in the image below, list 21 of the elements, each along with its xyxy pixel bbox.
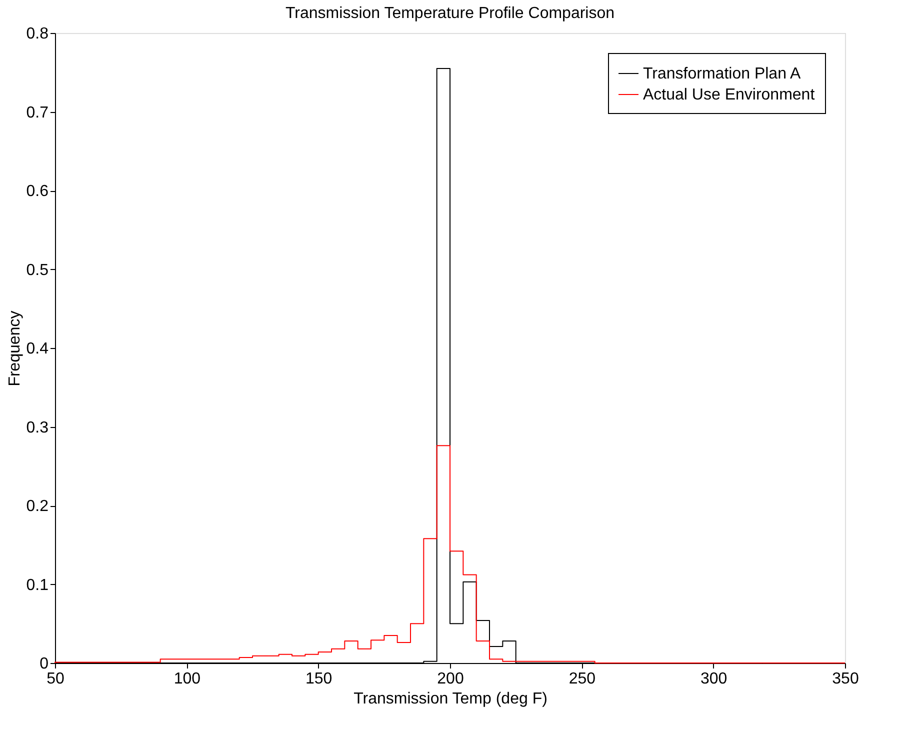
y-tick-label: 0.5 <box>26 262 49 279</box>
x-tick-label: 300 <box>700 670 728 688</box>
x-axis-title: Transmission Temp (deg F) <box>354 690 548 708</box>
y-tick-label: 0.7 <box>26 104 49 122</box>
x-tick-label: 200 <box>437 670 464 688</box>
x-tick-label: 150 <box>305 670 332 688</box>
x-tick-label: 100 <box>174 670 201 688</box>
x-tick-label: 50 <box>46 670 64 688</box>
y-tick-label: 0.2 <box>26 498 49 515</box>
legend-label: Actual Use Environment <box>643 86 816 104</box>
y-tick-label: 0.4 <box>26 340 49 358</box>
y-tick-label: 0.3 <box>26 419 49 436</box>
y-tick-label: 0.6 <box>26 183 49 200</box>
x-tick-label: 250 <box>568 670 596 688</box>
x-tick-label: 350 <box>832 670 859 688</box>
legend-label: Transformation Plan A <box>643 66 802 82</box>
y-tick-label: 0.1 <box>26 576 49 594</box>
y-tick-label: 0.8 <box>26 26 49 42</box>
y-tick-label: 0 <box>40 656 49 672</box>
y-axis-title: Frequency <box>6 310 24 386</box>
chart-title: Transmission Temperature Profile Comparison <box>285 5 615 22</box>
